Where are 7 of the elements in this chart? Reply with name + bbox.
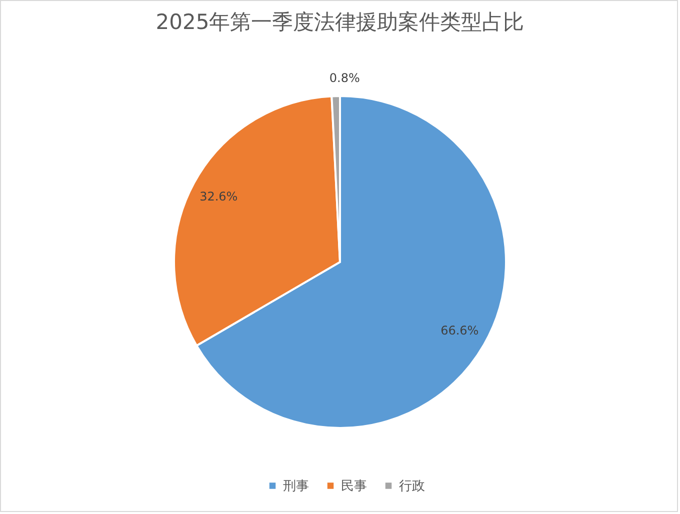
legend-label: 民事: [341, 478, 367, 494]
legend-label: 刑事: [283, 478, 309, 494]
chart-title: 2025年第一季度法律援助案件类型占比: [156, 10, 524, 34]
data-label: 32.6%: [200, 189, 238, 204]
data-label: 66.6%: [440, 324, 479, 338]
data-label: 0.8%: [329, 71, 360, 86]
legend-label: 行政: [399, 478, 425, 494]
